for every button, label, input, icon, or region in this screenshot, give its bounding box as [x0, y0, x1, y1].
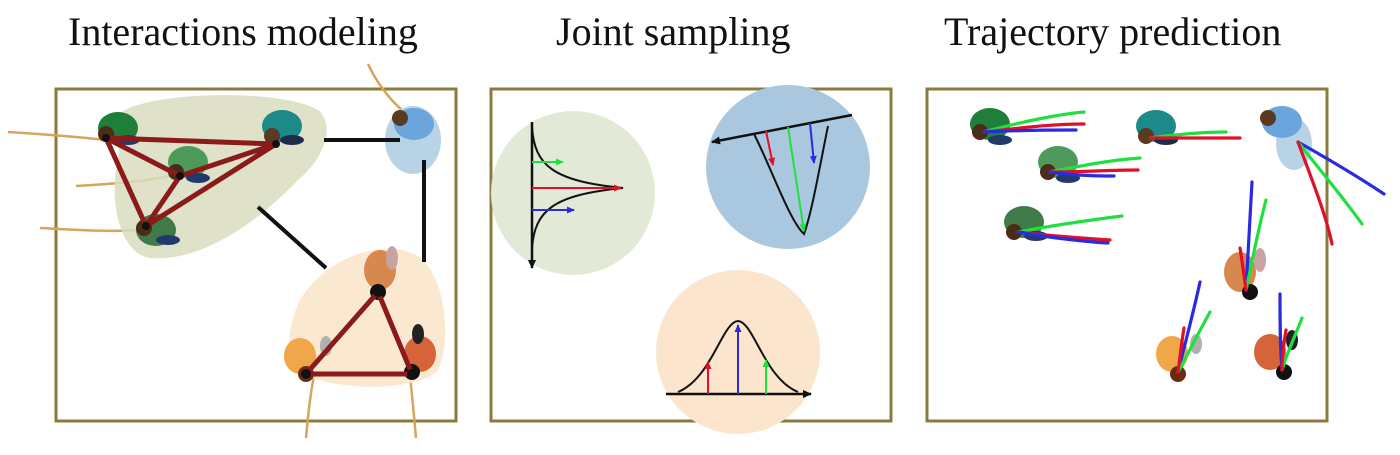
pedestrian-blue — [1260, 106, 1302, 138]
skewed-distribution — [711, 113, 853, 236]
panel-title-sampling: Joint sampling — [556, 9, 791, 54]
interaction-edges — [103, 135, 415, 377]
panel-sampling — [489, 85, 893, 434]
pedestrian-green-3 — [136, 214, 180, 246]
gaussian-horizontal — [666, 319, 812, 398]
interaction-nodes — [102, 134, 417, 379]
panel-interactions — [7, 63, 458, 439]
group-links — [256, 138, 426, 270]
panel-title-prediction: Trajectory prediction — [944, 9, 1282, 54]
pedestrian-blue — [392, 108, 434, 140]
green-distribution-region — [491, 111, 655, 275]
blue-distribution-region — [706, 85, 870, 249]
gaussian-vertical — [528, 122, 624, 269]
panel-title-interactions: Interactions modeling — [68, 9, 418, 54]
panel-prediction — [925, 87, 1386, 423]
predicted-trajectories — [982, 110, 1386, 374]
